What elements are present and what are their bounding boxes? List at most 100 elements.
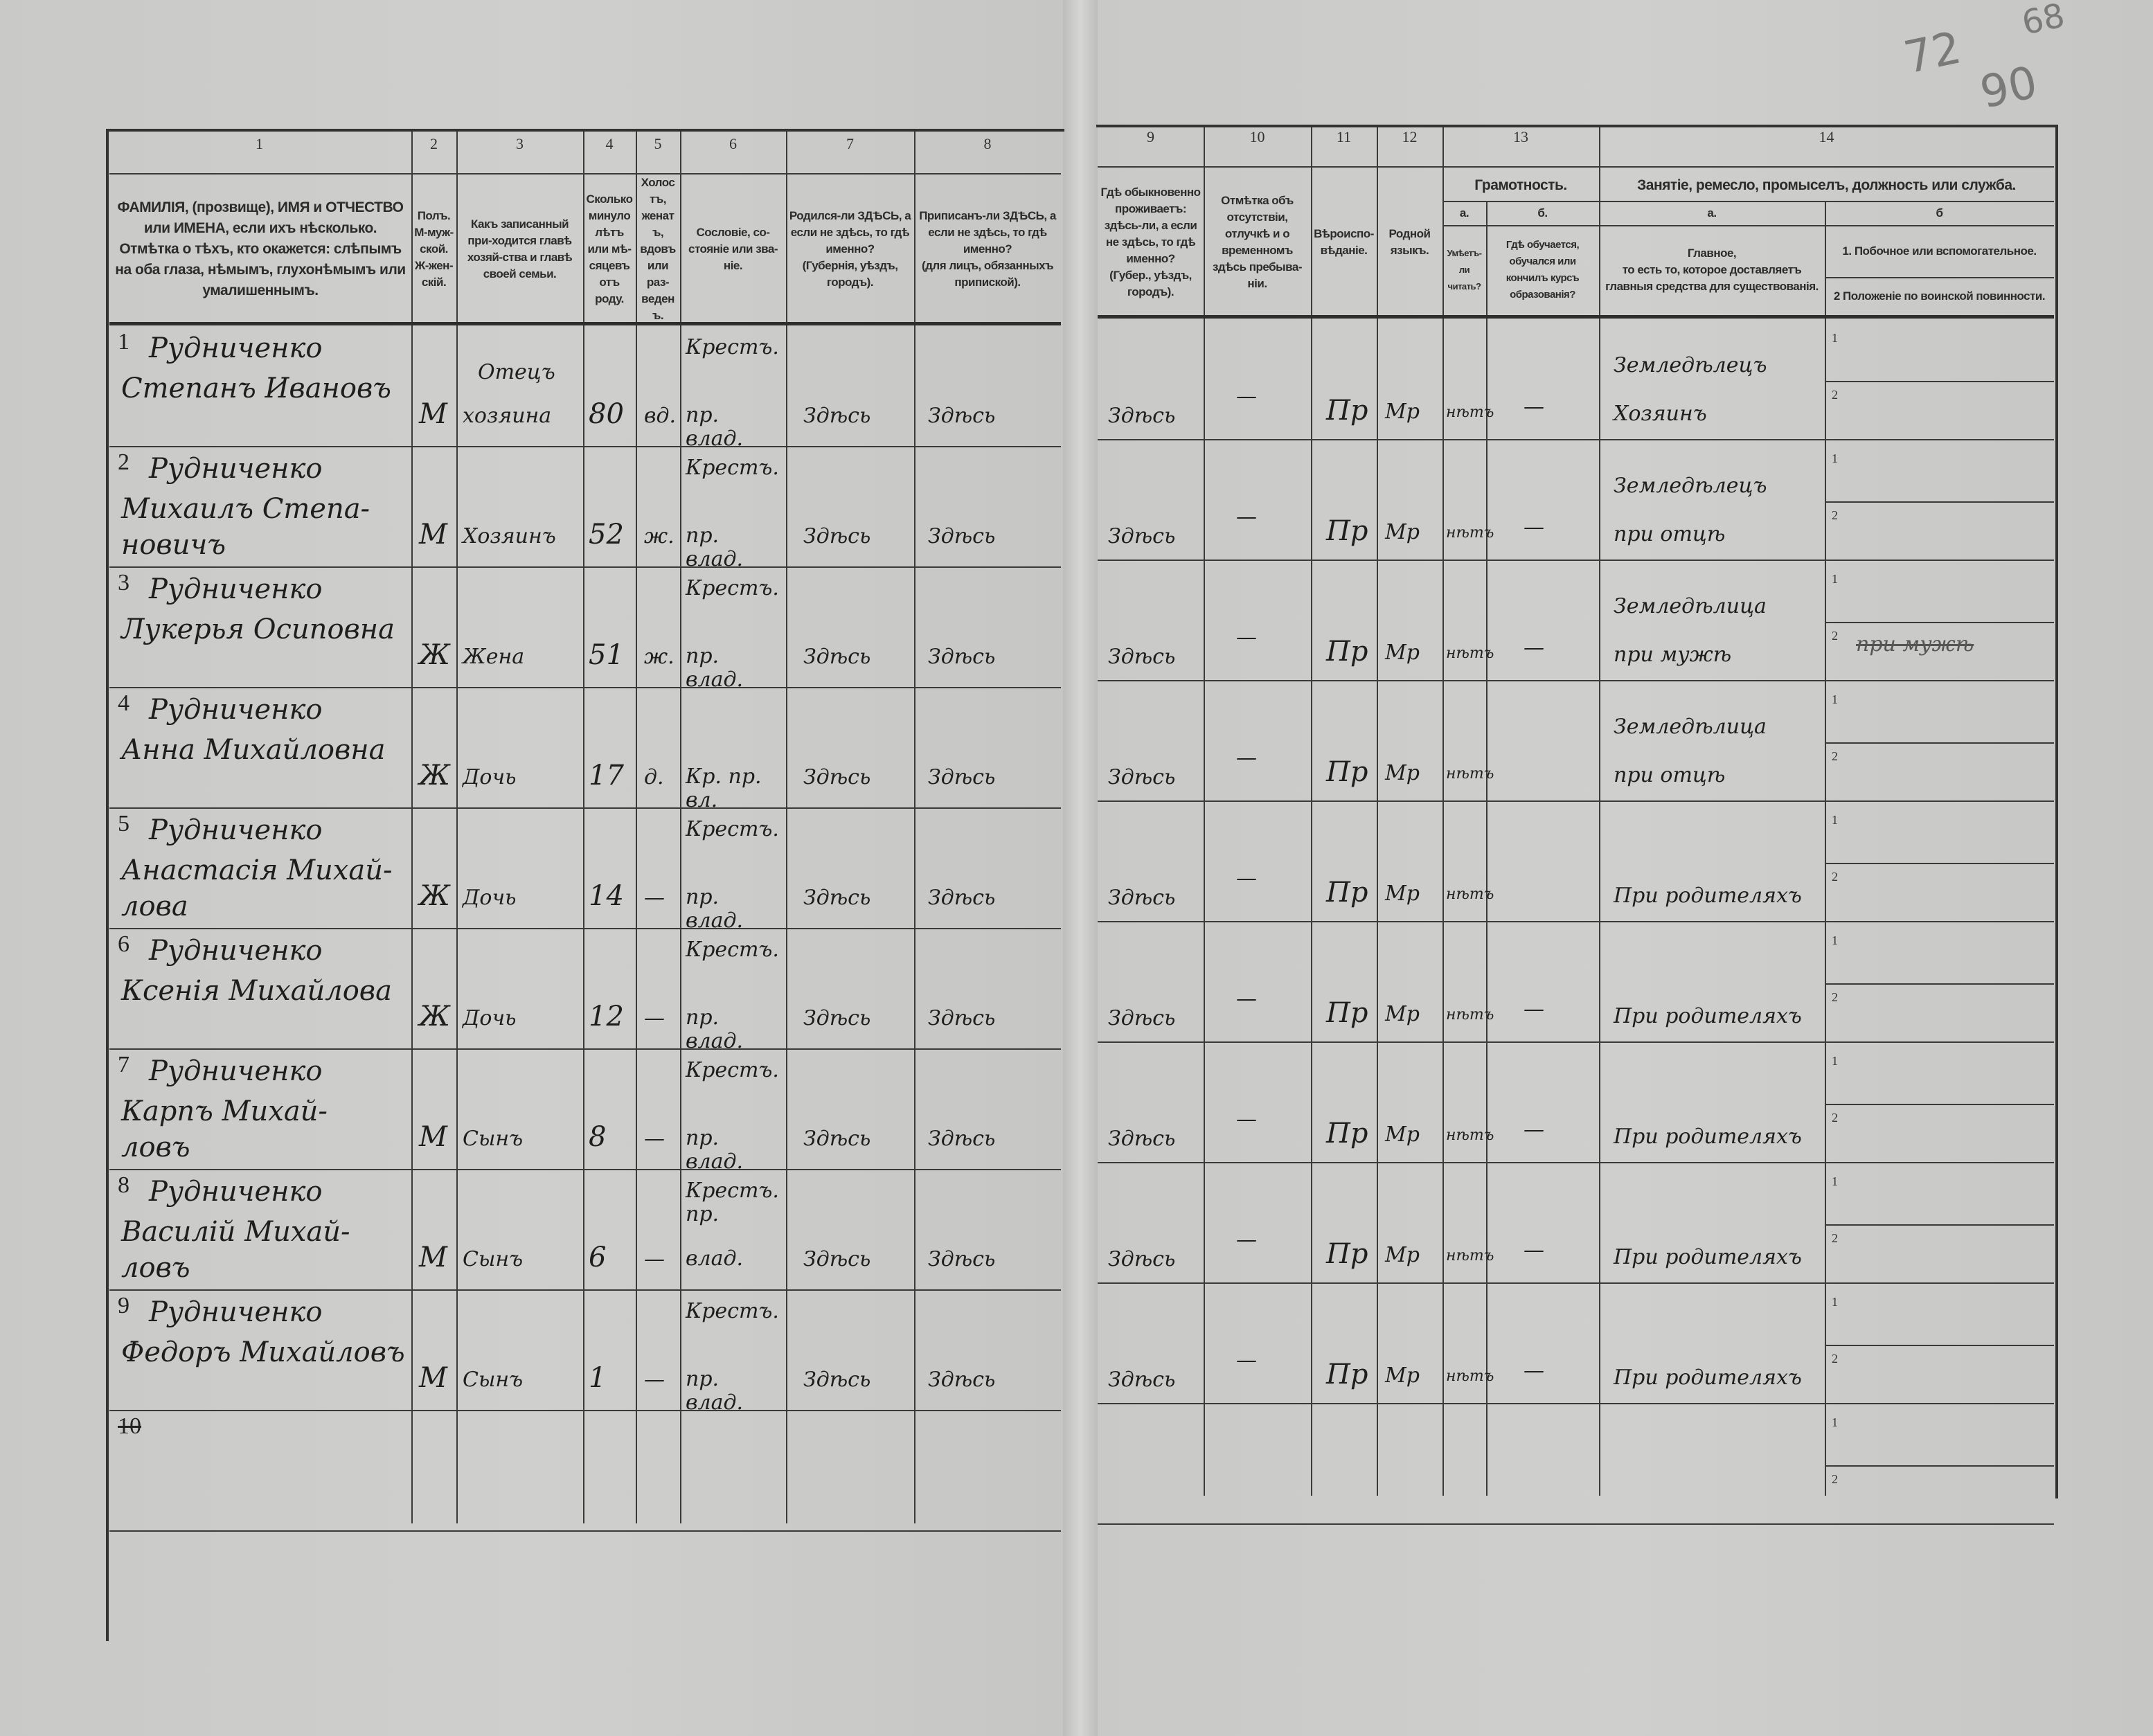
relation: хозяина — [463, 404, 552, 428]
header-estate: Сословіе, со-стояніе или зва-ніе. — [688, 226, 778, 272]
row-divider — [109, 1530, 1061, 1532]
secondary-occupation-struck: при мужѣ — [1856, 632, 1974, 656]
education: — — [1524, 395, 1544, 419]
estate-top: Крестъ. — [686, 1058, 779, 1082]
marital-status: — — [644, 1247, 665, 1271]
estate-top: Крестъ. — [686, 335, 779, 359]
sub-line-1: 1 — [1832, 933, 1838, 947]
absence-mark: — — [1236, 1228, 1257, 1252]
religion: Пр — [1326, 756, 1368, 788]
column-number: 7 — [846, 135, 854, 152]
row-divider — [1098, 439, 2054, 440]
registered-place: Здѣсь — [928, 1368, 996, 1392]
column-number: 5 — [654, 135, 662, 152]
estate-top: Крестъ. — [686, 456, 779, 480]
given-name-cont: лова — [121, 891, 188, 922]
sex: Ж — [419, 760, 450, 791]
column-divider — [411, 132, 413, 1523]
age: 12 — [589, 1001, 624, 1032]
residence: Здѣсь — [1108, 645, 1176, 669]
given-name: Михаилъ Степа- — [121, 493, 370, 525]
row-divider — [109, 928, 1061, 929]
row-divider — [1098, 1282, 2054, 1284]
sub-line-1: 1 — [1832, 813, 1838, 827]
header-14a-letter: а. — [1707, 206, 1717, 220]
marital-status: ж. — [644, 524, 675, 548]
header-letter-rule — [1442, 225, 2054, 226]
can-read: нѣтъ — [1446, 1127, 1494, 1144]
header-literacy: Грамотность. — [1474, 177, 1567, 193]
age: 17 — [589, 760, 624, 791]
marital-status: — — [644, 1368, 665, 1392]
main-occupation: При родителяхъ — [1614, 1366, 1802, 1390]
column-number: 11 — [1336, 128, 1352, 145]
main-occupation: При родителяхъ — [1614, 1125, 1802, 1149]
row-divider — [1098, 680, 2054, 681]
registered-place: Здѣсь — [928, 404, 996, 428]
education: — — [1524, 1118, 1544, 1142]
marital-status: — — [644, 886, 665, 910]
row-divider — [109, 566, 1061, 568]
header-registered: Приписанъ-ли ЗДѢСЬ, а если не здѣсь, то … — [919, 209, 1056, 289]
sub-line-2: 2 — [1832, 870, 1838, 884]
header-age: Сколько минуло лѣтъ или мѣ-сяцевъ отъ ро… — [586, 193, 633, 305]
header-religion: Вѣроиспо-вѣданіе. — [1314, 227, 1374, 257]
header-occupation: Занятіе, ремесло, промыселъ, должность и… — [1637, 177, 2016, 193]
relation: Сынъ — [463, 1368, 524, 1392]
row-number: 1 — [118, 329, 129, 355]
religion: Пр — [1326, 1118, 1368, 1149]
surname: Рудниченко — [149, 935, 323, 967]
sub-line-1: 1 — [1832, 331, 1838, 345]
column-divider — [1442, 127, 1444, 1496]
relation: Хозяинъ — [463, 524, 556, 548]
registered-place: Здѣсь — [928, 1127, 996, 1151]
estate: Кр. пр. вл. — [686, 764, 762, 812]
native-language: Мр — [1385, 520, 1420, 544]
sub-line-1: 1 — [1832, 572, 1838, 586]
given-name-cont: ловъ — [121, 1131, 190, 1163]
can-read: нѣтъ — [1446, 765, 1494, 782]
row-number: 3 — [118, 570, 129, 596]
header-relation: Какъ записанный при-ходится главѣ хозяй-… — [467, 217, 573, 280]
absence-mark: — — [1236, 625, 1257, 650]
given-name-cont: новичъ — [121, 529, 226, 561]
left-table-frame — [106, 129, 1064, 1641]
relation: Дочь — [463, 886, 517, 910]
row-number: 4 — [118, 690, 129, 716]
header-sex: Полъ. М-муж-ской. Ж-жен-скій. — [414, 209, 454, 289]
sub-line-1: 1 — [1832, 692, 1838, 706]
absence-mark: — — [1236, 746, 1257, 770]
column-number: 2 — [430, 135, 438, 152]
can-read: нѣтъ — [1446, 524, 1494, 542]
religion: Пр — [1326, 1359, 1368, 1390]
header-military-status: 2 Положеніе по воинской повинности. — [1833, 289, 2046, 303]
estate: пр. влад. — [686, 1005, 743, 1053]
column-number: 10 — [1249, 128, 1265, 145]
residence: Здѣсь — [1108, 524, 1176, 548]
relation: Сынъ — [463, 1247, 524, 1271]
marital-status: д. — [644, 765, 664, 789]
residence: Здѣсь — [1108, 1006, 1176, 1030]
header-13b-letter: б. — [1537, 206, 1548, 220]
sub-row-divider — [1825, 1224, 2054, 1226]
birthplace: Здѣсь — [803, 1006, 871, 1030]
marital-status: — — [644, 1127, 665, 1151]
given-name: Федоръ Михайловъ — [121, 1336, 405, 1368]
column-number: 6 — [729, 135, 737, 152]
occupation-top: Земледѣлецъ — [1614, 474, 1767, 498]
sub-line-1: 1 — [1832, 1174, 1838, 1188]
absence-mark: — — [1236, 866, 1257, 891]
main-occupation: Хозяинъ — [1614, 402, 1707, 426]
header-name: ФАМИЛІЯ, (прозвище), ИМЯ и ОТЧЕСТВО или … — [115, 199, 406, 298]
sub-line-1: 1 — [1832, 451, 1838, 465]
can-read: нѣтъ — [1446, 1247, 1494, 1264]
main-occupation: при отцѣ — [1614, 522, 1726, 546]
row-divider — [1098, 560, 2054, 561]
residence: Здѣсь — [1108, 1127, 1176, 1151]
can-read: нѣтъ — [1446, 404, 1494, 421]
registered-place: Здѣсь — [928, 1006, 996, 1030]
sub-row-divider — [1825, 742, 2054, 744]
sub-line-2: 2 — [1832, 1472, 1838, 1486]
given-name: Анастасія Михай- — [121, 854, 393, 886]
sex: Ж — [419, 880, 450, 912]
